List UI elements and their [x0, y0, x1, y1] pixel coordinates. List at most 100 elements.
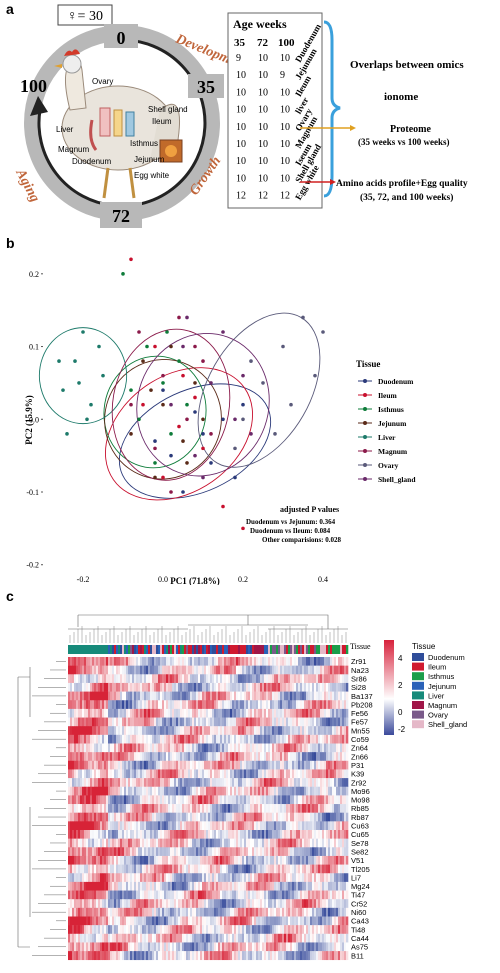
panel-b-label: b: [6, 235, 15, 251]
heatmap-cell: [308, 855, 311, 865]
heatmap-cell: [84, 890, 87, 900]
heatmap-cell: [332, 916, 335, 926]
heatmap-cell: [206, 743, 209, 753]
heatmap-cell: [312, 778, 315, 788]
heatmap-cell: [280, 665, 283, 675]
heatmap-cell: [80, 674, 83, 684]
heatmap-cell: [256, 674, 259, 684]
heatmap-cell: [204, 830, 207, 839]
heatmap-cell: [158, 890, 161, 900]
heatmap-cell: [110, 864, 113, 874]
heatmap-cell: [136, 778, 139, 788]
heatmap-cell: [258, 708, 261, 718]
heatmap-cell: [72, 847, 75, 857]
heatmap-cell: [296, 674, 299, 684]
pca-point: [193, 381, 197, 385]
heatmap-cell: [194, 804, 197, 813]
heatmap-cell: [136, 916, 139, 926]
heatmap-cell: [166, 717, 169, 727]
annotation-cell: [154, 645, 157, 654]
heatmap-cell: [216, 847, 219, 857]
heatmap-cell: [256, 830, 259, 839]
heatmap-cell: [112, 804, 115, 813]
heatmap-cell: [244, 674, 247, 684]
heatmap-cell: [268, 682, 271, 692]
heatmap-cell: [172, 821, 175, 831]
panel-a: a ♀= 30 0 35 72 100 Development Growth A…: [6, 1, 468, 228]
pca-ytick-label: -0.2: [26, 561, 39, 570]
label-shell-gland: Shell gland: [148, 105, 188, 114]
heatmap-cell: [240, 925, 243, 935]
heatmap-cell: [182, 708, 185, 718]
heatmap-cell: [286, 682, 289, 692]
heatmap-cell: [276, 760, 279, 770]
heatmap-cell: [156, 795, 159, 805]
heatmap-cell: [342, 847, 345, 857]
pca-point: [153, 475, 157, 480]
heatmap-cell: [150, 838, 153, 848]
heatmap-cell: [314, 760, 317, 770]
heatmap-cell: [218, 916, 221, 926]
table-cell-100: 10: [280, 139, 290, 150]
heatmap-cell: [332, 890, 335, 900]
heatmap-cell: [186, 899, 189, 909]
heatmap-cell: [164, 873, 167, 883]
heatmap-cell: [250, 881, 253, 891]
heatmap-cell: [86, 830, 89, 839]
heatmap-cell: [240, 821, 243, 831]
heatmap-cell: [260, 786, 263, 796]
heatmap-cell: [142, 734, 145, 744]
annotation-cell: [84, 645, 87, 654]
heatmap-cell: [136, 795, 139, 805]
heatmap-cell: [330, 916, 333, 926]
heatmap-cell: [74, 657, 77, 666]
annotation-cell: [206, 645, 209, 654]
heatmap-cell: [300, 708, 303, 718]
heatmap-cell: [152, 769, 155, 779]
heatmap-cell: [334, 674, 337, 684]
heatmap-cell: [194, 821, 197, 831]
heatmap-cell: [272, 916, 275, 926]
heatmap-cell: [278, 760, 281, 770]
heatmap-cell: [254, 743, 257, 753]
heatmap-cell: [102, 717, 105, 727]
heatmap-cell: [178, 657, 181, 666]
heatmap-cell: [306, 855, 309, 865]
heatmap-cell: [98, 700, 101, 710]
heatmap-cell: [336, 734, 339, 744]
heatmap-cell: [296, 700, 299, 710]
heatmap-cell: [212, 769, 215, 779]
heatmap-cell: [204, 691, 207, 701]
heatmap-cell: [146, 717, 149, 727]
heatmap-cell: [308, 847, 311, 857]
heatmap-cell: [68, 933, 71, 943]
pca-point: [85, 417, 89, 422]
heatmap-cell: [282, 786, 285, 796]
heatmap-cell: [172, 734, 175, 744]
heatmap-cell: [186, 795, 189, 805]
pca-ytick-label: 0.0: [29, 415, 39, 424]
heatmap-cell: [256, 873, 259, 883]
heatmap-cell: [306, 864, 309, 874]
heatmap-cell: [180, 726, 183, 736]
heatmap-cell: [230, 769, 233, 779]
heatmap-cell: [292, 726, 295, 736]
heatmap-cell: [252, 752, 255, 762]
heatmap-cell: [142, 916, 145, 926]
heatmap-cell: [160, 907, 163, 917]
heatmap-cell: [120, 743, 123, 753]
heatmap-cell: [116, 786, 119, 796]
heatmap-cell: [244, 717, 247, 727]
heatmap-cell: [274, 881, 277, 891]
heatmap-cell: [110, 838, 113, 848]
heatmap-cell: [104, 708, 107, 718]
heatmap-cell: [206, 665, 209, 675]
heatmap-cell: [282, 907, 285, 917]
heatmap-cell: [186, 682, 189, 692]
annotation-cell: [298, 645, 301, 654]
heatmap-cell: [158, 700, 161, 710]
heatmap-cell: [118, 708, 121, 718]
heatmap-cell: [168, 752, 171, 762]
heatmap-cell: [222, 769, 225, 779]
heatmap-cell: [344, 752, 347, 762]
